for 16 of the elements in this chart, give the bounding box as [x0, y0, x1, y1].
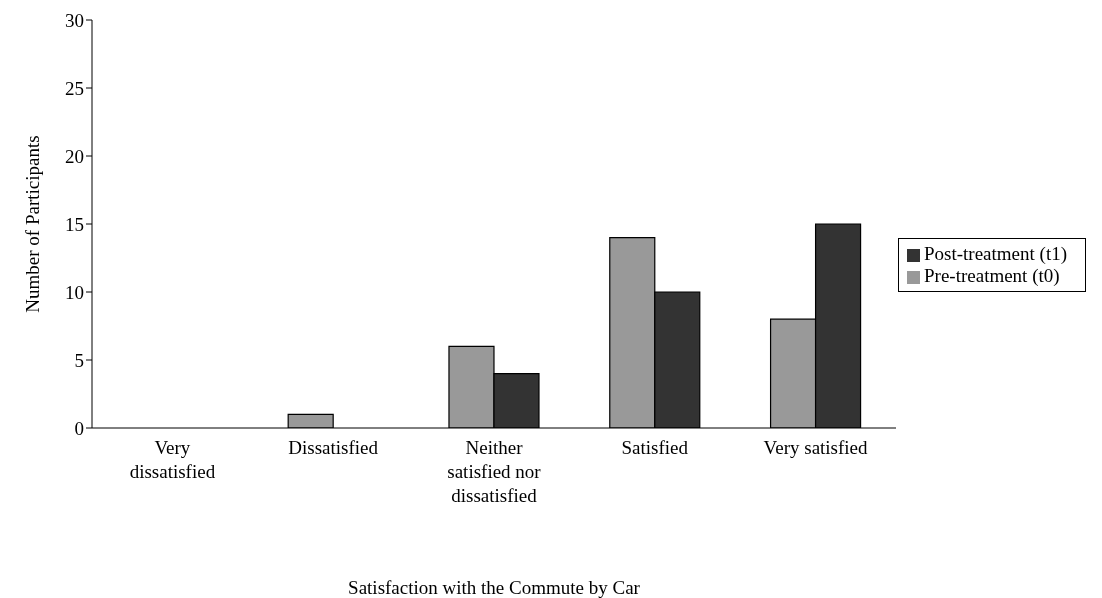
- x-tick-label: Very satisfied: [763, 437, 869, 458]
- y-tick-label: 0: [74, 417, 84, 439]
- legend-label: Post-treatment (t1): [924, 243, 1067, 264]
- legend-label: Pre-treatment (t0): [924, 265, 1060, 286]
- y-tick-label: 10: [65, 281, 84, 303]
- x-axis-title: Satisfaction with the Commute by Car: [348, 577, 641, 598]
- y-tick-label: 30: [65, 9, 84, 31]
- y-tick-label: 20: [65, 145, 84, 167]
- y-tick-label: 25: [65, 77, 84, 99]
- x-tick-label: Satisfied: [621, 437, 689, 458]
- y-tick-label: 5: [74, 349, 84, 371]
- x-tick-label: Dissatisfied: [288, 437, 379, 458]
- x-tick-label: Neither satisfied nor dissatisfied: [447, 437, 542, 506]
- x-tick-label: Very dissatisfied: [129, 437, 216, 482]
- y-tick-label: 15: [65, 213, 84, 235]
- y-axis-title: Number of Participants: [21, 135, 43, 313]
